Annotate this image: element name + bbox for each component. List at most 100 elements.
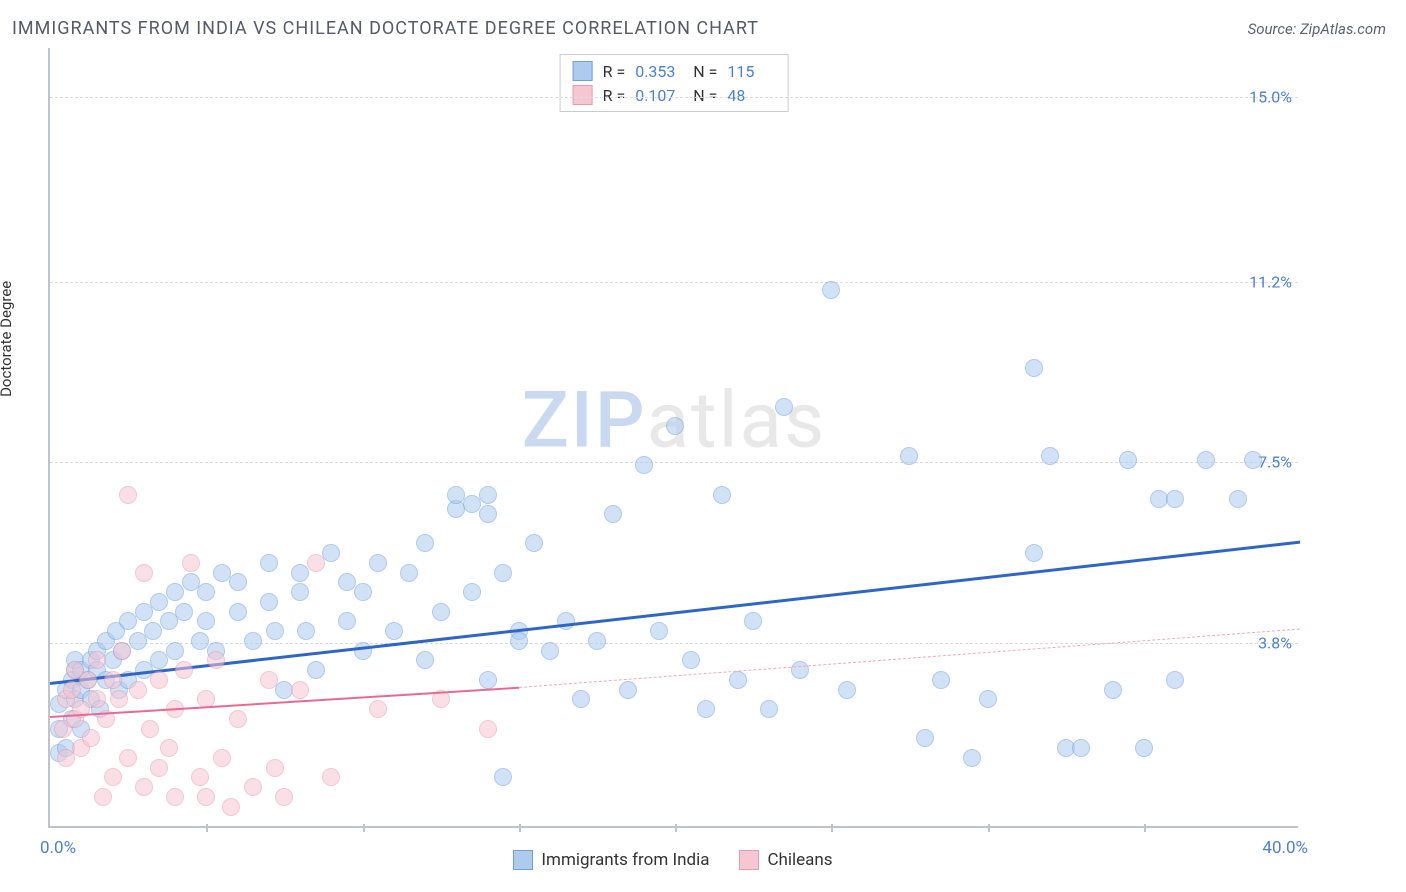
n-value: 48 <box>727 86 775 105</box>
data-point-india <box>510 632 528 650</box>
data-point-chile <box>94 788 112 806</box>
data-point-india <box>160 612 178 630</box>
legend-item: Immigrants from India <box>513 850 709 870</box>
data-point-india <box>1025 359 1043 377</box>
data-point-india <box>432 603 450 621</box>
legend-stats-row: R =0.107N =48 <box>573 83 776 107</box>
data-point-india <box>244 632 262 650</box>
y-tick-label: 3.8% <box>1258 633 1292 652</box>
data-point-chile <box>63 681 81 699</box>
data-point-chile <box>160 739 178 757</box>
data-point-india <box>557 612 575 630</box>
correlation-chart: IMMIGRANTS FROM INDIA VS CHILEAN DOCTORA… <box>0 0 1406 892</box>
x-tick <box>1144 824 1146 832</box>
data-point-india <box>260 593 278 611</box>
data-point-india <box>129 632 147 650</box>
data-point-india <box>135 603 153 621</box>
x-tick <box>363 824 365 832</box>
data-point-india <box>416 534 434 552</box>
plot-area: ZIPatlas R =0.353N =115R =0.107N =48 3.8… <box>48 48 1298 828</box>
data-point-india <box>775 398 793 416</box>
data-point-india <box>604 505 622 523</box>
data-point-india <box>494 564 512 582</box>
data-point-india <box>197 612 215 630</box>
data-point-chile <box>207 651 225 669</box>
y-tick-label: 11.2% <box>1249 273 1292 292</box>
data-point-india <box>760 700 778 718</box>
data-point-chile <box>150 671 168 689</box>
data-point-india <box>150 651 168 669</box>
y-axis-label: Doctorate Degree <box>0 281 15 397</box>
data-point-chile <box>191 768 209 786</box>
data-point-india <box>650 622 668 640</box>
x-tick <box>206 824 208 832</box>
data-point-india <box>479 486 497 504</box>
data-point-chile <box>307 554 325 572</box>
data-point-chile <box>222 798 240 816</box>
data-point-india <box>400 564 418 582</box>
data-point-chile <box>479 720 497 738</box>
data-point-india <box>307 661 325 679</box>
legend-swatch <box>739 850 759 870</box>
data-point-india <box>338 612 356 630</box>
data-point-india <box>1041 447 1059 465</box>
data-point-india <box>150 593 168 611</box>
data-point-india <box>297 622 315 640</box>
data-point-india <box>1119 451 1137 469</box>
data-point-chile <box>291 681 309 699</box>
legend-item: Chileans <box>739 850 832 870</box>
data-point-india <box>479 505 497 523</box>
legend-swatch <box>513 850 533 870</box>
data-point-chile <box>129 681 147 699</box>
data-point-india <box>932 671 950 689</box>
data-point-chile <box>150 759 168 777</box>
r-value: 0.107 <box>635 86 683 105</box>
data-point-india <box>916 729 934 747</box>
data-point-india <box>266 622 284 640</box>
r-value: 0.353 <box>635 62 683 81</box>
data-point-india <box>838 681 856 699</box>
data-point-india <box>1135 739 1153 757</box>
data-point-chile <box>266 759 284 777</box>
data-point-chile <box>135 564 153 582</box>
data-point-chile <box>104 671 122 689</box>
data-point-chile <box>213 749 231 767</box>
data-point-india <box>1197 451 1215 469</box>
data-point-chile <box>175 661 193 679</box>
legend-label: Chileans <box>767 850 832 870</box>
data-point-chile <box>88 651 106 669</box>
data-point-india <box>729 671 747 689</box>
data-point-chile <box>104 768 122 786</box>
x-tick <box>519 824 521 832</box>
data-point-india <box>291 564 309 582</box>
legend-swatch <box>573 61 593 81</box>
legend-bottom: Immigrants from India Chileans <box>48 850 1298 870</box>
data-point-india <box>494 768 512 786</box>
data-point-india <box>682 651 700 669</box>
data-point-chile <box>229 710 247 728</box>
watermark-zip: ZIP <box>522 376 647 467</box>
data-point-chile <box>110 690 128 708</box>
legend-swatch <box>573 85 593 105</box>
data-point-india <box>1166 671 1184 689</box>
data-point-chile <box>119 486 137 504</box>
data-point-chile <box>275 788 293 806</box>
n-value: 115 <box>727 62 775 81</box>
x-tick <box>675 824 677 832</box>
data-point-chile <box>244 778 262 796</box>
data-point-india <box>1244 451 1262 469</box>
data-point-india <box>144 622 162 640</box>
chart-title: IMMIGRANTS FROM INDIA VS CHILEAN DOCTORA… <box>12 18 759 39</box>
data-point-india <box>666 417 684 435</box>
data-point-india <box>416 651 434 669</box>
x-tick <box>831 824 833 832</box>
data-point-india <box>900 447 918 465</box>
y-tick-label: 7.5% <box>1258 453 1292 472</box>
data-point-india <box>822 281 840 299</box>
data-point-india <box>322 544 340 562</box>
r-label: R = <box>603 62 626 81</box>
n-label: N = <box>693 62 717 81</box>
data-point-india <box>260 554 278 572</box>
data-point-chile <box>197 788 215 806</box>
data-point-india <box>979 690 997 708</box>
